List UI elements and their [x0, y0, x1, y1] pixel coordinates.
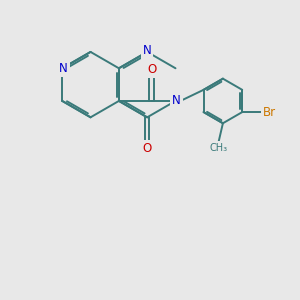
Text: N: N [59, 62, 68, 75]
Text: O: O [147, 63, 156, 76]
Text: H: H [175, 94, 182, 104]
Text: N: N [143, 44, 152, 57]
Text: Br: Br [263, 106, 276, 118]
Text: CH₃: CH₃ [209, 143, 227, 153]
Text: O: O [142, 142, 152, 155]
Text: N: N [172, 94, 181, 107]
